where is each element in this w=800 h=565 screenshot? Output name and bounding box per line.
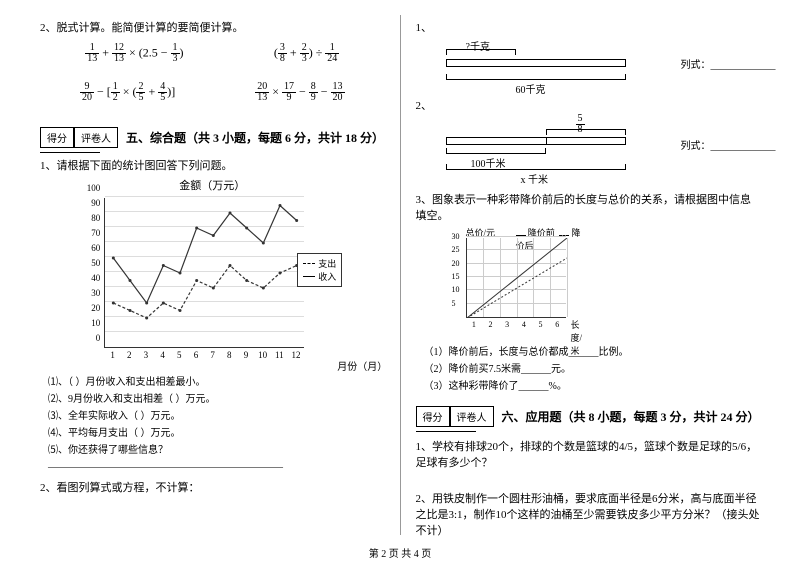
d2-bar: [446, 137, 626, 145]
d2-side: 列式：_____________: [681, 137, 776, 152]
diagram-2: 58 100千米 x 千米 列式：_____________: [436, 119, 761, 179]
column-divider: [400, 15, 401, 535]
sub-blank-line: ________________________________________…: [48, 458, 385, 469]
diagram-1: ?千克 60千克 列式：_____________: [436, 41, 761, 91]
formula-2: (38 + 23) ÷ 124: [274, 43, 339, 64]
legend-income: 收入: [318, 270, 336, 283]
score-box-5: 得分 评卷人 五、综合题（共 3 小题，每题 6 分，共计 18 分）: [40, 127, 384, 148]
price-chart: 总价/元 降价前 降价后 51015202530 123456 长度/米: [446, 228, 586, 338]
section-6-title: 六、应用题（共 8 小题，每题 3 分，共计 24 分）: [502, 408, 760, 425]
q2-title: 2、脱式计算。能简便计算的要简便计算。: [40, 19, 385, 35]
chart-legend: 支出 收入: [297, 253, 342, 287]
score-underline: [40, 152, 100, 153]
score-underline-6: [416, 431, 476, 432]
x-axis-label: 月份（月）: [337, 358, 387, 373]
formula-row-2: 920 − [12 × (25 + 45)] 2013 × 179 − 89 −…: [40, 82, 385, 103]
c2-xlabel: 长度/米: [571, 318, 586, 357]
q2-bottom: 2、看图列算式或方程，不计算：: [40, 479, 385, 495]
r-q2: 2、: [416, 97, 761, 113]
formula-row-1: 113 + 1213 × (2.5 − 13) (38 + 23) ÷ 124: [40, 43, 385, 64]
legend-expense: 支出: [318, 257, 336, 270]
formula-1: 113 + 1213 × (2.5 − 13): [85, 43, 183, 64]
app-q2: 2、用铁皮制作一个圆柱形油桶，要求底面半径是6分米，高与底面半径之比是3:1，制…: [416, 490, 761, 538]
score-cell-pingjuan-6: 评卷人: [450, 406, 494, 427]
score-cell-defen: 得分: [40, 127, 74, 148]
d2-top: 58: [576, 114, 585, 135]
sub-questions: ⑴、（ ）月份收入和支出相差最小。⑵、9月份收入和支出相差（ ）万元。⑶、全年实…: [40, 373, 385, 456]
section-5-title: 五、综合题（共 3 小题，每题 6 分，共计 18 分）: [126, 129, 384, 146]
right-column: 1、 ?千克 60千克 列式：_____________ 2、 58 100千米: [406, 15, 771, 535]
r-q1: 1、: [416, 19, 761, 35]
r-q3-title: 3、图象表示一种彩带降价前后的长度与总价的关系，请根据图中信息填空。: [416, 191, 761, 223]
d1-bot: 60千克: [516, 81, 546, 96]
d2-mid: 100千米: [471, 155, 506, 170]
sub-q3-list: （1）降价前后，长度与总价都成______比例。（2）降价前买7.5米需____…: [416, 343, 761, 392]
d1-side: 列式：_____________: [681, 56, 776, 71]
d1-bar: [446, 59, 626, 67]
line-chart: 0102030405060708090100 123456789101112 支…: [82, 198, 342, 368]
page-footer: 第 2 页 共 4 页: [0, 545, 800, 560]
left-column: 2、脱式计算。能简便计算的要简便计算。 113 + 1213 × (2.5 − …: [30, 15, 395, 535]
score-cell-defen-6: 得分: [416, 406, 450, 427]
q1-stat-title: 1、请根据下面的统计图回答下列问题。: [40, 157, 385, 173]
score-cell-pingjuan: 评卷人: [74, 127, 118, 148]
formula-4: 2013 × 179 − 89 − 1320: [255, 82, 344, 103]
formula-3: 920 − [12 × (25 + 45)]: [80, 82, 175, 103]
d2-bot: x 千米: [521, 171, 549, 186]
d1-top: ?千克: [466, 38, 490, 53]
score-box-6: 得分 评卷人 六、应用题（共 8 小题，每题 3 分，共计 24 分）: [416, 406, 760, 427]
app-q1: 1、学校有排球20个，排球的个数是篮球的4/5，篮球个数是足球的5/6，足球有多…: [416, 438, 761, 470]
